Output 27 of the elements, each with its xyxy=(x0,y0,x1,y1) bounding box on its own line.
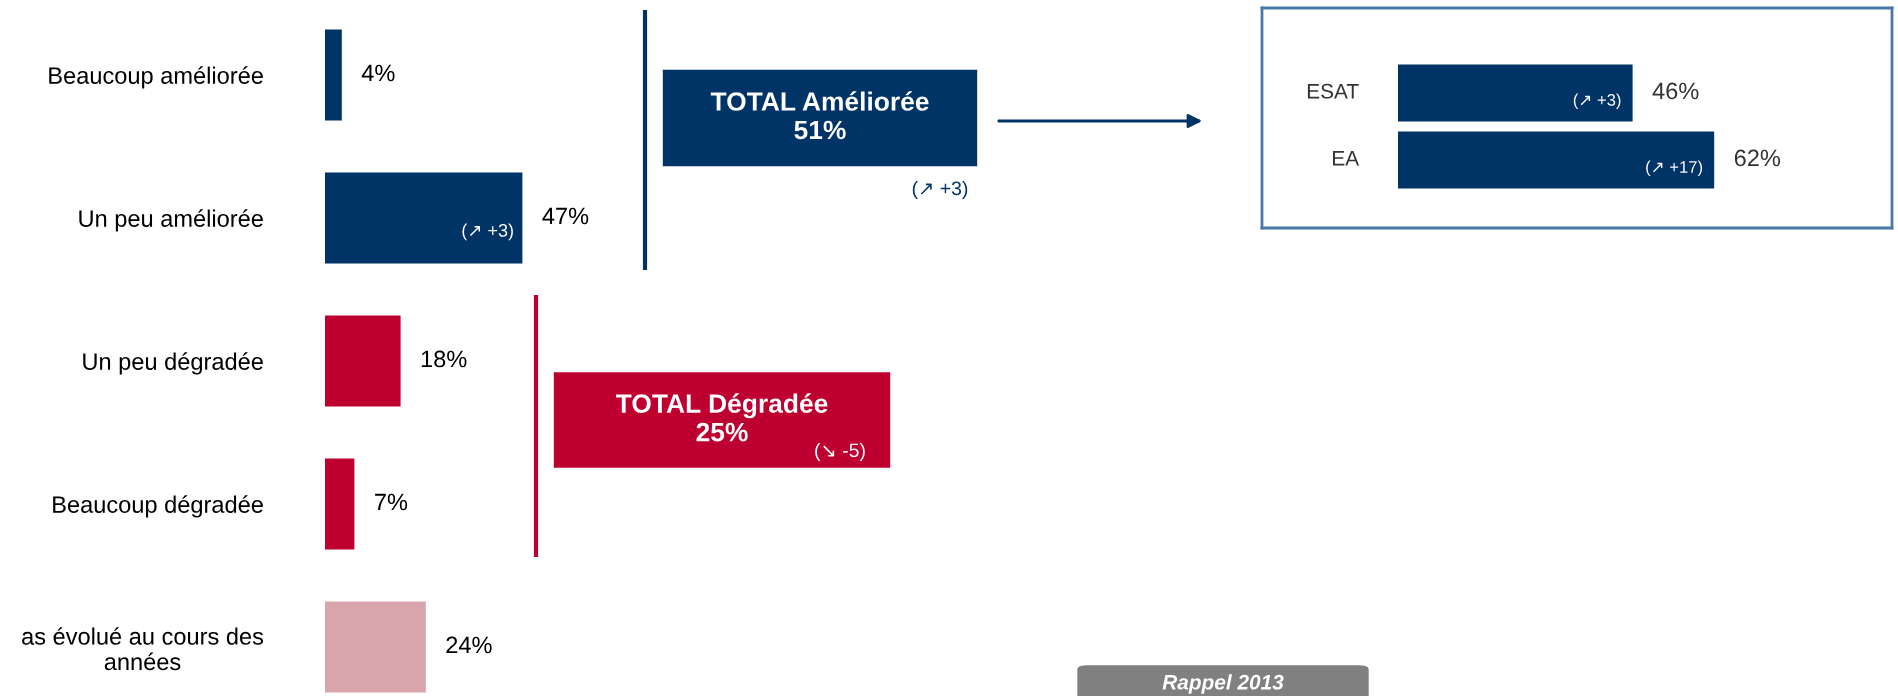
annotation: (↗ +3) xyxy=(462,223,513,241)
text: (↗ +3) xyxy=(912,180,968,200)
y-tick-label: Beaucoup dégradée xyxy=(53,495,263,518)
data-label: 4% xyxy=(361,64,395,82)
bar xyxy=(325,315,401,407)
y-tick-label: Un peu dégradée xyxy=(83,352,263,375)
data-label: 24% xyxy=(446,636,492,654)
text: TOTAL Dégradée 25% xyxy=(615,393,828,442)
bar xyxy=(325,458,355,550)
bar xyxy=(325,172,523,264)
bar xyxy=(325,29,342,121)
data-label: 62% xyxy=(1734,149,1781,167)
text: (↘ -5) xyxy=(815,442,865,462)
y-tick-label: Un peu améliorée xyxy=(79,209,263,232)
y-tick-label: as évolué au cours des années xyxy=(22,627,264,671)
bar xyxy=(325,601,426,693)
y-tick-label: Beaucoup améliorée xyxy=(49,66,263,89)
text: Rappel 2013 xyxy=(1162,674,1284,694)
annotation: (↗ +3) xyxy=(1573,93,1621,110)
text: TOTAL Améliorée 51% xyxy=(710,91,929,140)
data-label: 7% xyxy=(375,493,408,511)
data-label: 46% xyxy=(1652,82,1699,100)
y-tick-label: ESAT xyxy=(1307,83,1359,99)
y-tick-label: EA xyxy=(1333,151,1360,166)
annotation: (↗ +17) xyxy=(1646,160,1703,177)
data-label: 18% xyxy=(421,350,467,368)
data-label: 47% xyxy=(542,207,589,225)
